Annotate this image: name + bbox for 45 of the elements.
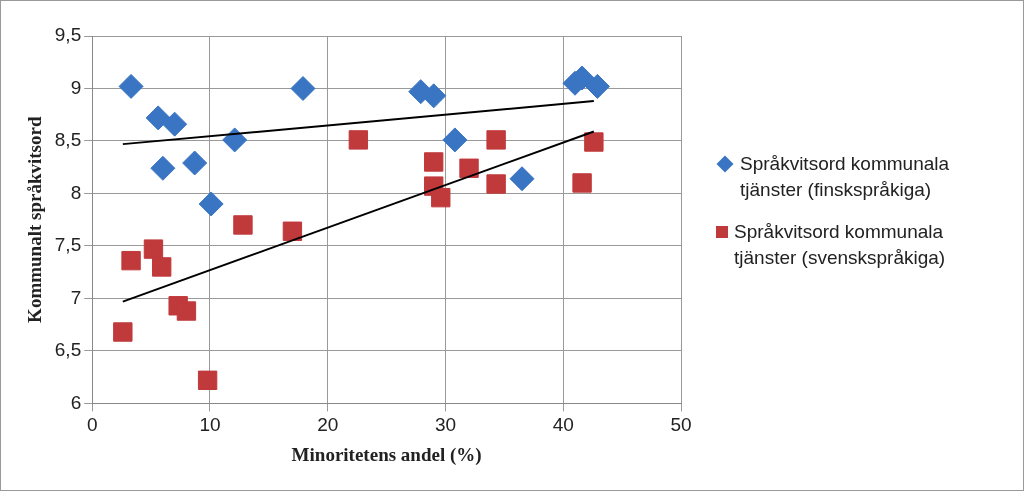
- x-tick-label: 0: [86, 414, 98, 436]
- point: [233, 215, 253, 235]
- x-axis-title: Minoritetens andel (%): [291, 443, 482, 466]
- point: [197, 370, 218, 390]
- point: [584, 73, 610, 99]
- y-tick-label: 8: [70, 181, 82, 203]
- point: [222, 127, 248, 153]
- y-tick-label: 6,5: [54, 339, 82, 361]
- point: [152, 257, 172, 277]
- x-tick-label: 20: [317, 414, 339, 436]
- x-tick-label: 50: [670, 414, 692, 436]
- point: [431, 187, 451, 208]
- point: [150, 155, 176, 181]
- point: [282, 221, 303, 241]
- y-tick-label: 9,5: [54, 24, 82, 46]
- point: [424, 152, 444, 172]
- point: [118, 73, 144, 99]
- legend-label: Språkvitsord kommunala tjänster (finskspråkiga): [740, 152, 951, 202]
- y-tick-label: 7,5: [54, 234, 82, 256]
- legend-label: Språkvitsord kommunala tjänster (svenskspråkiga): [734, 220, 947, 270]
- point: [442, 127, 468, 153]
- point: [143, 239, 164, 259]
- point: [290, 75, 316, 101]
- point: [182, 150, 208, 176]
- point: [198, 191, 224, 217]
- y-tick-label: 7: [70, 286, 82, 308]
- point: [486, 174, 506, 194]
- point: [459, 158, 479, 178]
- y-tick-label: 6: [70, 391, 82, 413]
- point: [176, 301, 197, 321]
- y-tick-label: 8,5: [54, 129, 82, 151]
- x-tick-label: 10: [199, 414, 221, 436]
- point: [113, 322, 133, 342]
- y-tick-label: 9: [70, 76, 82, 98]
- point: [348, 130, 369, 150]
- point: [584, 132, 604, 152]
- x-tick-label: 40: [552, 414, 574, 436]
- point: [572, 173, 592, 193]
- point: [486, 130, 506, 150]
- point: [509, 166, 535, 192]
- point: [162, 111, 188, 137]
- point: [121, 250, 141, 271]
- y-axis-title: Kommunalt språkvitsord: [24, 116, 46, 323]
- x-tick-label: 30: [434, 414, 457, 436]
- point: [145, 105, 171, 131]
